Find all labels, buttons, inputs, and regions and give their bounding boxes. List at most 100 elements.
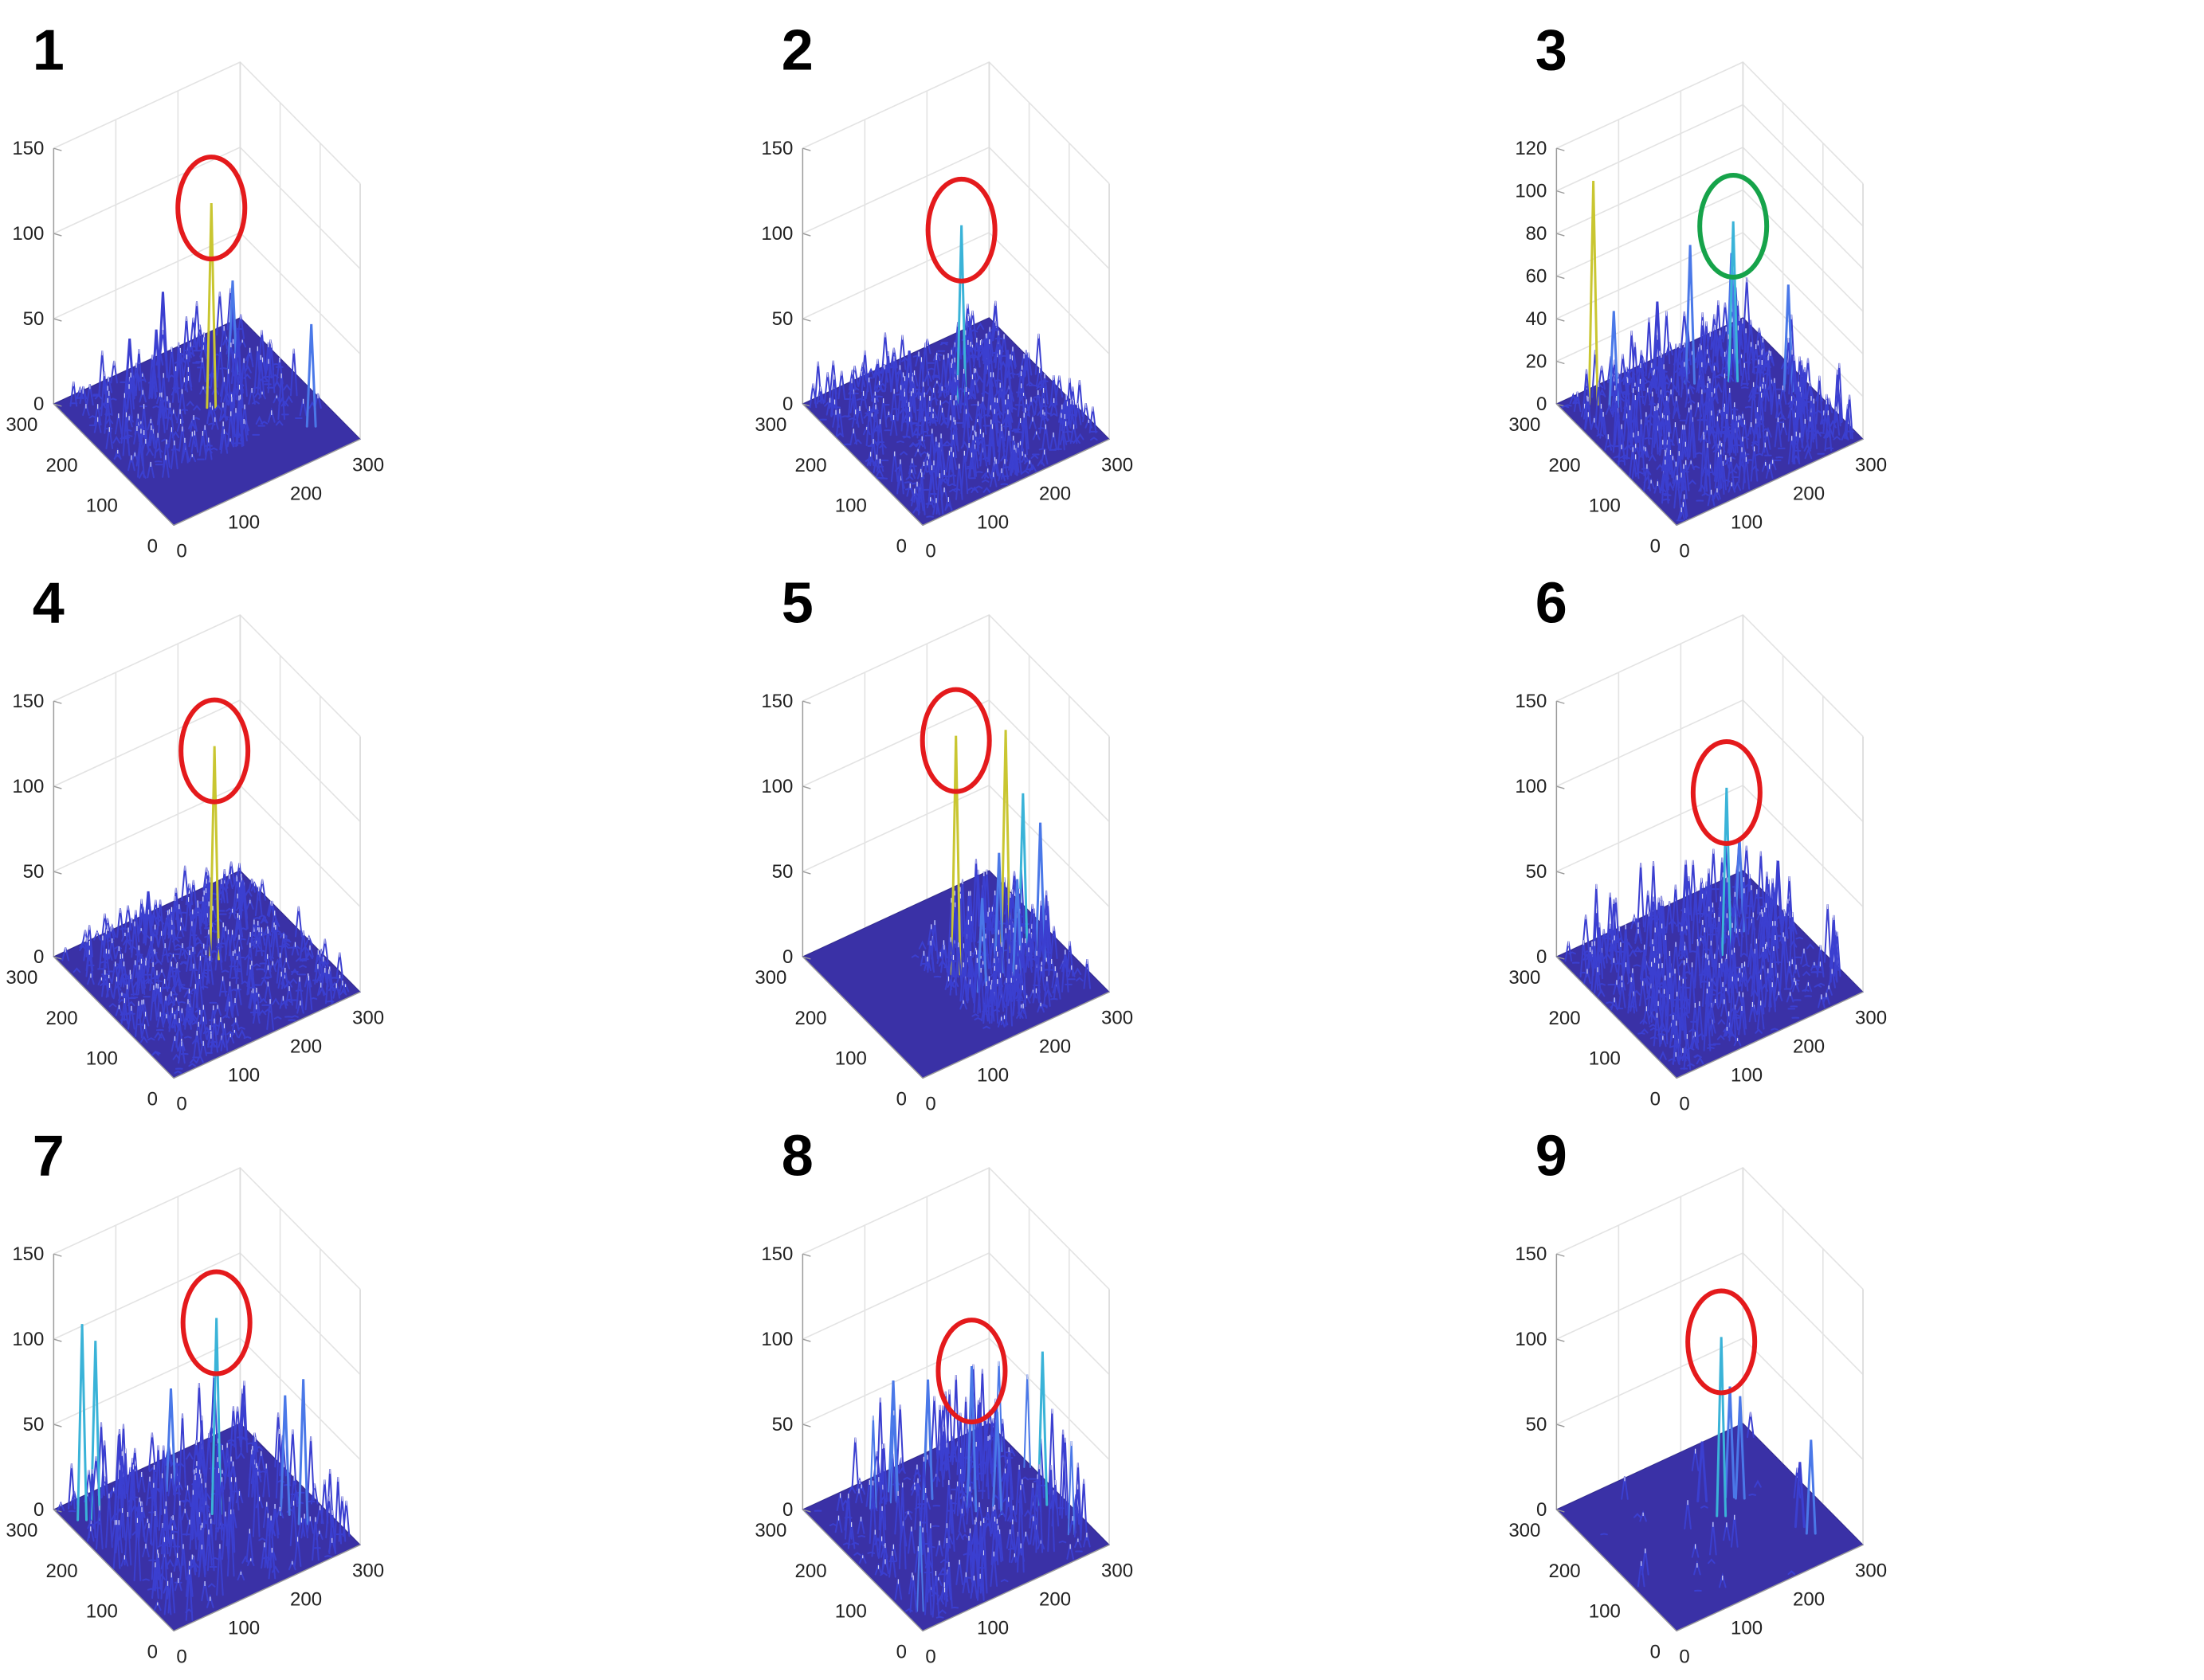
peak-spike (206, 203, 218, 409)
y-tick-label: 100 (1589, 1601, 1621, 1623)
noise-spike (1698, 389, 1706, 441)
noise-spike (1615, 926, 1624, 944)
noise-spike (198, 1416, 206, 1490)
noise-spike (844, 1493, 853, 1540)
noise-spike (218, 879, 225, 903)
surface-spikes (69, 203, 322, 479)
y-tick-label: 300 (6, 967, 37, 989)
noise-spike (196, 949, 205, 957)
noise-spike (1658, 413, 1667, 453)
noise-spike (896, 365, 904, 390)
x-tick-label: 200 (290, 1588, 322, 1610)
noise-spike (1694, 1054, 1702, 1059)
noise-spike (172, 1053, 181, 1060)
noise-spike (966, 1486, 974, 1525)
peak-spike (210, 1318, 222, 1516)
z-tick-label: 100 (12, 1329, 44, 1350)
noise-spike (220, 429, 229, 454)
z-tick-label: 0 (33, 394, 44, 415)
noise-spike (1679, 978, 1688, 1045)
z-tick-label: 40 (1526, 308, 1547, 330)
noise-spike (880, 1572, 888, 1576)
noise-spike (1671, 422, 1680, 446)
y-tick-label: 300 (1508, 1520, 1540, 1541)
noise-spike (108, 397, 117, 401)
panel-number-6: 6 (1535, 572, 1567, 636)
noise-spike (155, 447, 163, 453)
noise-spike (1606, 1001, 1614, 1004)
noise-spike (938, 1609, 947, 1614)
noise-spike (903, 435, 912, 439)
noise-spike (321, 938, 329, 965)
noise-spike (1067, 962, 1076, 977)
noise-spike (932, 350, 941, 362)
noise-spike (246, 964, 255, 996)
noise-spike (218, 1032, 226, 1048)
noise-spike (299, 930, 308, 961)
noise-spike (174, 1070, 182, 1075)
noise-spike (137, 429, 145, 478)
noise-spike (95, 1506, 104, 1550)
noise-spike (171, 1530, 178, 1533)
y-tick-label: 0 (1650, 535, 1661, 557)
noise-spike (100, 371, 108, 417)
panel-number-4: 4 (33, 572, 65, 636)
noise-spike (290, 1475, 299, 1508)
noise-spike (328, 1510, 337, 1554)
noise-spike (989, 472, 998, 488)
y-axis (1555, 956, 1677, 1079)
noise-spike (226, 411, 235, 448)
noise-spike (1016, 1011, 1024, 1019)
noise-spike (252, 400, 260, 405)
noise-spike (1712, 376, 1720, 379)
noise-spike (1047, 958, 1056, 977)
noise-spike (1029, 413, 1037, 429)
x-tick-label: 200 (290, 483, 322, 504)
peak-spike (888, 1380, 899, 1493)
noise-spike (1705, 981, 1713, 1037)
peak-spike (955, 225, 967, 405)
noise-spike (1755, 359, 1763, 395)
noise-spike (970, 368, 978, 394)
noise-spike (976, 322, 985, 331)
noise-spike (266, 901, 275, 916)
z-tick-label: 80 (1526, 223, 1547, 245)
noise-spike (1748, 1493, 1757, 1496)
noise-spike (1630, 342, 1639, 390)
noise-spike (310, 1483, 319, 1505)
noise-spike (237, 1028, 246, 1039)
noise-spike (1719, 460, 1728, 491)
noise-spike (1729, 469, 1738, 474)
noise-spike (943, 440, 951, 446)
noise-spike (1067, 1441, 1076, 1536)
x-tick-label: 100 (1731, 1617, 1763, 1639)
noise-spike (1688, 479, 1696, 485)
noise-spike (1673, 475, 1681, 509)
noise-spike (233, 913, 242, 942)
noise-spike (959, 1490, 968, 1499)
noise-spike (235, 914, 244, 938)
noise-spike (255, 415, 264, 425)
noise-spike (1814, 984, 1822, 988)
noise-spike (1802, 970, 1810, 977)
z-tick-label: 150 (12, 138, 44, 159)
noise-spike (945, 450, 954, 473)
noise-spike (853, 1552, 861, 1557)
y-tick-label: 100 (86, 495, 118, 517)
noise-spike (142, 1578, 150, 1581)
noise-spike (841, 415, 849, 418)
noise-spike (888, 1550, 896, 1578)
y-tick-label: 0 (147, 535, 158, 557)
z-tick-label: 0 (782, 946, 793, 968)
noise-spike (1755, 452, 1763, 456)
noise-spike (1774, 417, 1782, 448)
panel-number-5: 5 (782, 572, 814, 636)
noise-spike (935, 1540, 943, 1557)
x-tick-label: 100 (1731, 511, 1763, 533)
peak-spike (113, 1435, 125, 1522)
noise-spike (1618, 354, 1627, 390)
